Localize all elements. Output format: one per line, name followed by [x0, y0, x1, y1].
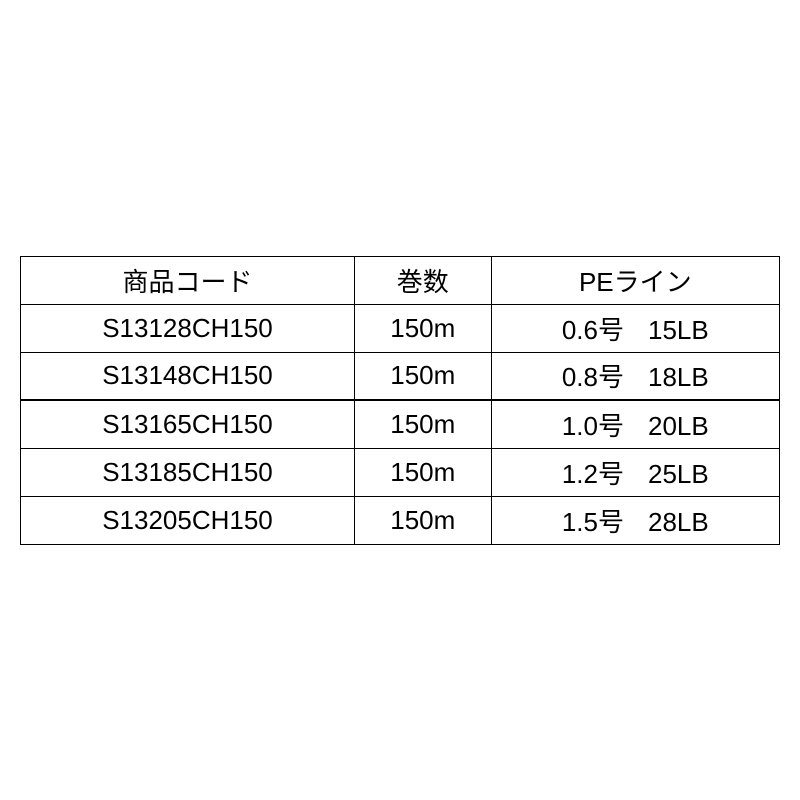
- cell-code: S13165CH150: [21, 400, 355, 448]
- cell-length: 150m: [354, 352, 491, 400]
- cell-code: S13185CH150: [21, 448, 355, 496]
- table-row: S13185CH150150m 1.2号 25LB: [21, 448, 780, 496]
- pe-gou: 1.5号: [562, 502, 624, 539]
- cell-pe: 0.8号 18LB: [491, 352, 779, 400]
- pe-gou: 1.2号: [562, 454, 624, 491]
- cell-length: 150m: [354, 304, 491, 352]
- pe-lb: 28LB: [648, 507, 709, 537]
- table-row: S13165CH150150m 1.0号 20LB: [21, 400, 780, 448]
- col-header-pe: PEライン: [491, 256, 779, 304]
- cell-pe: 0.6号 15LB: [491, 304, 779, 352]
- product-table-container: 商品コード 巻数 PEライン S13128CH150150m0.6号15LBS1…: [20, 256, 780, 545]
- product-table: 商品コード 巻数 PEライン S13128CH150150m0.6号15LBS1…: [20, 256, 780, 545]
- cell-pe: 1.2号 25LB: [491, 448, 779, 496]
- cell-pe: 1.5号 28LB: [491, 496, 779, 544]
- table-header-row: 商品コード 巻数 PEライン: [21, 256, 780, 304]
- col-header-length: 巻数: [354, 256, 491, 304]
- pe-lb: 20LB: [648, 411, 709, 441]
- cell-length: 150m: [354, 448, 491, 496]
- pe-lb: 18LB: [648, 362, 709, 392]
- table-row: S13205CH150150m 1.5号 28LB: [21, 496, 780, 544]
- cell-pe: 1.0号 20LB: [491, 400, 779, 448]
- pe-gou: 1.0号: [562, 406, 624, 443]
- table-row: S13148CH150150m 0.8号 18LB: [21, 352, 780, 400]
- cell-code: S13205CH150: [21, 496, 355, 544]
- table-row: S13128CH150150m 0.6号 15LB: [21, 304, 780, 352]
- col-header-code: 商品コード: [21, 256, 355, 304]
- pe-gou: 0.8号: [562, 357, 624, 394]
- cell-code: S13128CH150: [21, 304, 355, 352]
- pe-gou: 0.6号: [562, 310, 624, 347]
- table-body: S13128CH150150m0.6号15LBS13148CH150150m0.…: [21, 304, 780, 544]
- cell-code: S13148CH150: [21, 352, 355, 400]
- pe-lb: 25LB: [648, 459, 709, 489]
- pe-lb: 15LB: [648, 315, 709, 345]
- cell-length: 150m: [354, 496, 491, 544]
- cell-length: 150m: [354, 400, 491, 448]
